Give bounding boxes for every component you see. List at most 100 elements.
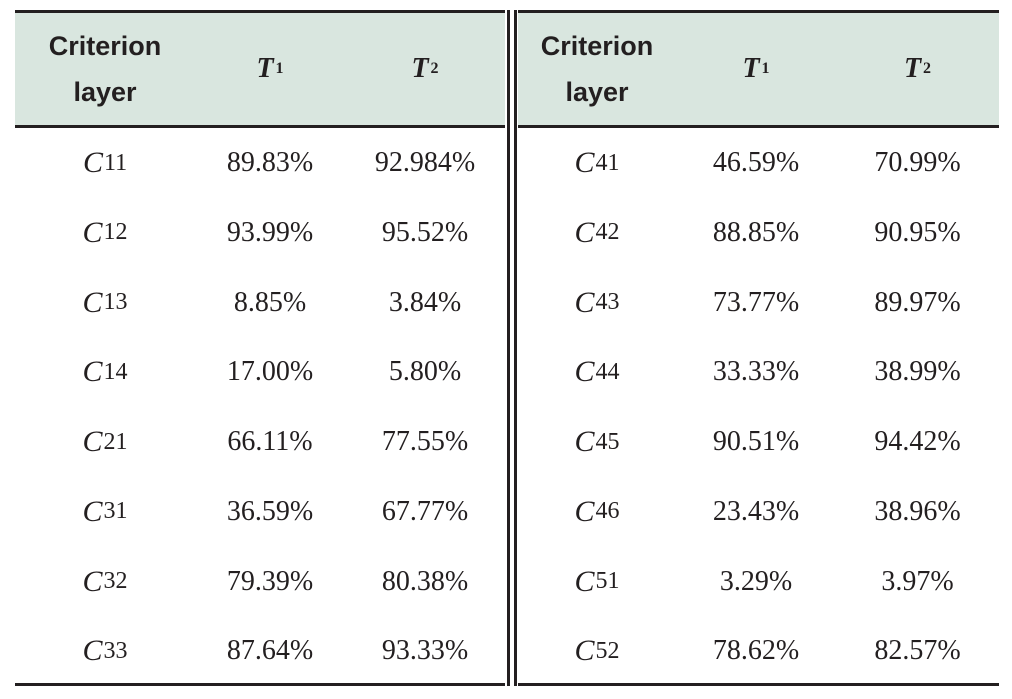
criterion-subscript: 44 — [595, 358, 620, 385]
t2-value-cell: 82.57% — [874, 635, 961, 667]
criterion-subscript: 46 — [595, 498, 620, 525]
table-row: C 11 89.83% 92.984% — [15, 128, 505, 198]
bottom-rule-left — [15, 683, 505, 686]
table-row: C 21 66.11% 77.55% — [15, 407, 505, 477]
header-criterion-layer: Criterion layer — [540, 31, 654, 107]
t1-value-cell: 3.29% — [719, 565, 793, 597]
criterion-cell: C 43 — [518, 268, 676, 338]
criterion-symbol: C — [574, 425, 595, 458]
criterion-symbol: C — [574, 215, 595, 249]
criterion-symbol: C — [82, 425, 103, 458]
criterion-symbol: C — [82, 634, 103, 668]
t1-value-cell: 73.77% — [712, 286, 800, 318]
header-t2-subscript: 2 — [923, 60, 932, 77]
criterion-symbol: C — [574, 564, 595, 598]
criterion-subscript: 41 — [595, 149, 620, 176]
criterion-subscript: 13 — [103, 289, 128, 315]
header-t2-subscript: 2 — [430, 60, 439, 77]
criterion-symbol: C — [574, 146, 595, 179]
t1-value-cell: 78.62% — [712, 635, 800, 667]
double-divider-line-1 — [507, 10, 510, 686]
header-t2-symbol: T — [411, 53, 429, 84]
criterion-subscript: 43 — [595, 289, 620, 315]
criterion-symbol: C — [574, 634, 595, 668]
criterion-cell: C 46 — [518, 477, 676, 547]
table-row: C 13 8.85% 3.84% — [15, 268, 505, 338]
criterion-cell: C 11 — [15, 128, 195, 198]
t2-value-cell: 89.97% — [874, 286, 961, 318]
t1-value-cell: 17.00% — [226, 356, 314, 388]
table-row: C 31 36.59% 67.77% — [15, 477, 505, 547]
header-t1-subscript: 1 — [275, 60, 284, 77]
criterion-cell: C 32 — [15, 547, 195, 617]
criterion-cell: C 13 — [15, 268, 195, 338]
criterion-symbol: C — [82, 146, 103, 179]
criterion-subscript: 51 — [595, 568, 620, 594]
criterion-cell: C 33 — [15, 616, 195, 686]
t2-value-cell: 38.96% — [874, 495, 961, 527]
criterion-cell: C 41 — [518, 128, 676, 198]
header-t1-symbol: T — [256, 53, 274, 84]
criterion-symbol: C — [82, 564, 103, 598]
t1-value-cell: 87.64% — [226, 635, 314, 667]
t1-value-cell: 88.85% — [712, 216, 800, 248]
t2-value-cell: 38.99% — [874, 356, 961, 388]
criterion-cell: C 31 — [15, 477, 195, 547]
criterion-symbol: C — [574, 355, 595, 389]
table-row: C 43 73.77% 89.97% — [518, 268, 999, 338]
criterion-subscript: 45 — [595, 428, 620, 455]
criterion-subscript: 42 — [595, 219, 620, 246]
table-row: C 51 3.29% 3.97% — [518, 547, 999, 617]
criterion-cell: C 21 — [15, 407, 195, 477]
t2-value-cell: 67.77% — [381, 495, 469, 527]
t2-value-cell: 92.984% — [374, 147, 476, 178]
criterion-symbol: C — [82, 494, 103, 528]
criterion-cell: C 42 — [518, 198, 676, 268]
table-row: C 46 23.43% 38.96% — [518, 477, 999, 547]
criterion-symbol: C — [82, 285, 103, 319]
criterion-subscript: 31 — [103, 498, 128, 525]
t1-value-cell: 90.51% — [712, 426, 800, 457]
criterion-cell: C 52 — [518, 616, 676, 686]
t1-value-cell: 8.85% — [233, 286, 307, 318]
criterion-subscript: 33 — [103, 637, 128, 664]
t2-value-cell: 3.84% — [388, 286, 462, 318]
t1-value-cell: 46.59% — [712, 147, 800, 178]
table-row: C 41 46.59% 70.99% — [518, 128, 999, 198]
header-t2-symbol: T — [903, 53, 922, 84]
t1-value-cell: 89.83% — [226, 147, 314, 178]
criterion-subscript: 21 — [103, 428, 128, 455]
t1-value-cell: 66.11% — [227, 426, 313, 457]
double-divider-line-2 — [514, 10, 517, 686]
criterion-cell: C 14 — [15, 337, 195, 407]
table-row: C 32 79.39% 80.38% — [15, 547, 505, 617]
header-t1-subscript: 1 — [761, 60, 770, 77]
table-row: C 52 78.62% 82.57% — [518, 616, 999, 686]
criterion-symbol: C — [574, 285, 595, 319]
criterion-cell: C 12 — [15, 198, 195, 268]
t1-value-cell: 93.99% — [226, 216, 314, 248]
criterion-cell: C 44 — [518, 337, 676, 407]
t1-value-cell: 33.33% — [712, 356, 800, 388]
t2-value-cell: 80.38% — [381, 565, 469, 597]
table-row: C 42 88.85% 90.95% — [518, 198, 999, 268]
table-row: C 14 17.00% 5.80% — [15, 337, 505, 407]
criterion-subscript: 11 — [103, 149, 128, 176]
criterion-subscript: 52 — [595, 637, 620, 664]
t2-value-cell: 95.52% — [381, 216, 469, 248]
t2-value-cell: 5.80% — [388, 356, 462, 388]
criterion-symbol: C — [574, 494, 595, 528]
criterion-subscript: 14 — [103, 358, 128, 385]
criterion-cell: C 51 — [518, 547, 676, 617]
table-row: C 45 90.51% 94.42% — [518, 407, 999, 477]
table-row: C 44 33.33% 38.99% — [518, 337, 999, 407]
t2-value-cell: 70.99% — [874, 147, 961, 178]
t1-value-cell: 23.43% — [712, 495, 800, 527]
